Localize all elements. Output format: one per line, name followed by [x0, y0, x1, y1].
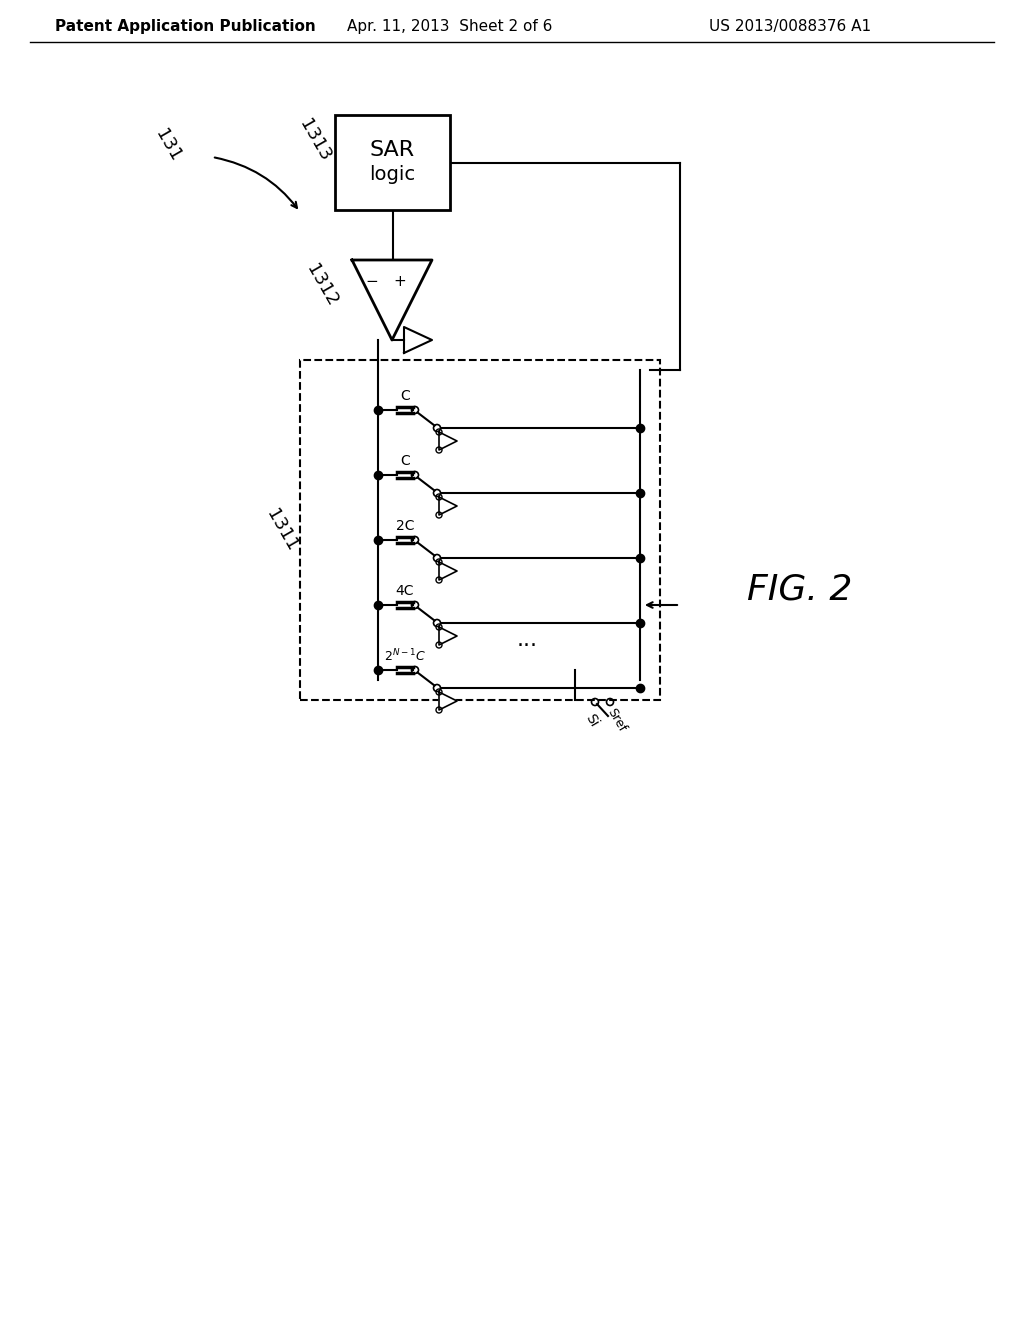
Text: Apr. 11, 2013  Sheet 2 of 6: Apr. 11, 2013 Sheet 2 of 6 — [347, 20, 553, 34]
Polygon shape — [352, 260, 432, 341]
Polygon shape — [439, 627, 457, 645]
Polygon shape — [439, 498, 457, 515]
Text: −: − — [366, 275, 379, 289]
Text: US 2013/0088376 A1: US 2013/0088376 A1 — [709, 20, 871, 34]
Text: Si: Si — [583, 711, 601, 729]
Text: ...: ... — [516, 630, 538, 649]
Text: SAR: SAR — [370, 140, 415, 161]
Text: 131: 131 — [152, 125, 184, 164]
Text: C: C — [400, 454, 410, 469]
Polygon shape — [404, 327, 432, 352]
Text: Sref: Sref — [604, 706, 628, 734]
Bar — [335, 115, 450, 210]
Text: Patent Application Publication: Patent Application Publication — [54, 20, 315, 34]
Text: 1311: 1311 — [263, 506, 301, 554]
Text: 1313: 1313 — [296, 116, 334, 164]
Text: $2^{N-1}C$: $2^{N-1}C$ — [384, 648, 426, 664]
Text: 4C: 4C — [395, 583, 415, 598]
Text: 1312: 1312 — [303, 260, 341, 309]
Text: +: + — [393, 275, 407, 289]
Text: 2C: 2C — [395, 519, 415, 533]
Text: logic: logic — [370, 165, 416, 183]
Text: C: C — [400, 389, 410, 403]
Text: FIG. 2: FIG. 2 — [748, 573, 853, 607]
Polygon shape — [439, 562, 457, 579]
Polygon shape — [439, 432, 457, 450]
Polygon shape — [439, 692, 457, 710]
Bar — [300, 360, 660, 700]
